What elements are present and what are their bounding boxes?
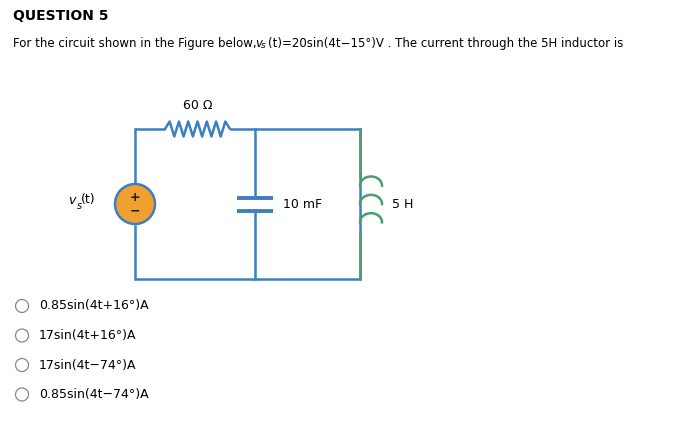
Text: v: v (255, 37, 262, 50)
Text: s: s (76, 201, 82, 211)
Text: 17sin(4t+16°)A: 17sin(4t+16°)A (39, 329, 136, 342)
Text: 0.85sin(4t−74°)A: 0.85sin(4t−74°)A (39, 388, 148, 401)
Text: For the circuit shown in the Figure below,: For the circuit shown in the Figure belo… (13, 37, 260, 50)
Circle shape (115, 184, 155, 224)
Text: 5 H: 5 H (392, 197, 414, 210)
Text: s: s (261, 40, 266, 49)
Text: 10 mF: 10 mF (283, 197, 322, 210)
Text: QUESTION 5: QUESTION 5 (13, 9, 108, 23)
Text: 0.85sin(4t+16°)A: 0.85sin(4t+16°)A (39, 299, 148, 312)
Text: −: − (130, 204, 140, 217)
Text: 60 Ω: 60 Ω (183, 99, 212, 112)
Text: (t)=20sin(4t−15°)V . The current through the 5H inductor is: (t)=20sin(4t−15°)V . The current through… (268, 37, 624, 50)
Text: v: v (69, 194, 76, 207)
Text: +: + (130, 191, 140, 204)
Text: (t): (t) (80, 194, 95, 207)
Text: 17sin(4t−74°)A: 17sin(4t−74°)A (39, 358, 136, 372)
